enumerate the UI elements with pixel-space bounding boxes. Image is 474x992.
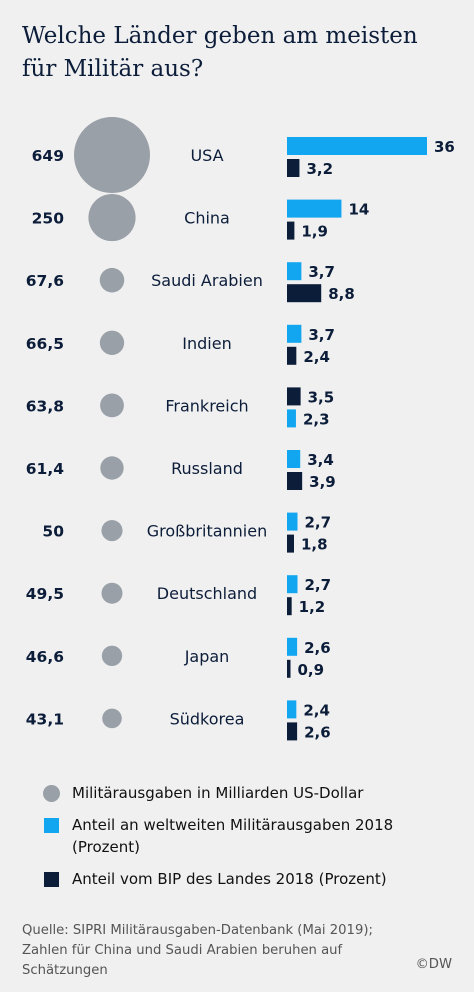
bar-gdp-4 [287,387,301,406]
country-label-8: Japan [184,647,230,666]
country-label-3: Indien [182,334,231,353]
country-label-7: Deutschland [157,584,257,603]
country-label-9: Südkorea [170,709,245,728]
spending-label-2: 67,6 [26,272,64,290]
bar-label-gdp-8: 0,9 [298,661,325,679]
chart: 649 USA 36 3,2 250 China 14 1,9 67,6 Saudi Arabie… [26,117,455,741]
spending-label-8: 46,6 [26,648,64,666]
bar-label-world-7: 2,7 [305,576,332,594]
spending-circle-4 [100,393,124,418]
spending-circle-1 [88,194,136,242]
bar-world-7 [287,575,298,594]
bar-world-2 [287,262,302,281]
spending-label-9: 43,1 [26,710,64,728]
bar-gdp-5 [287,472,303,490]
bar-gdp-7 [287,597,292,616]
spending-circle-5 [100,456,124,480]
bar-label-world-6: 2,7 [305,514,332,532]
country-label-2: Saudi Arabien [151,271,263,290]
bar-gdp-2 [287,284,322,303]
legend: Militärausgaben in Milliarden US-Dollar … [43,782,454,900]
bar-label-gdp-6: 1,8 [301,536,328,554]
bar-label-gdp-4: 3,5 [308,388,335,406]
bar-world-5 [287,450,301,468]
legend-item-world-share: Anteil an weltweiten Militärausgaben 201… [44,814,454,858]
spending-label-4: 63,8 [26,397,64,415]
country-label-5: Russland [171,459,243,478]
bar-label-world-8: 2,6 [304,639,331,657]
bar-gdp-0 [287,159,300,177]
spending-circle-0 [74,117,150,193]
spending-label-1: 250 [32,210,65,228]
country-label-6: Großbritannien [147,522,267,541]
spending-label-7: 49,5 [26,585,64,603]
bar-world-1 [287,199,342,218]
bar-world-4 [287,409,296,428]
spending-circle-7 [101,582,123,604]
country-label-0: USA [190,146,223,165]
legend-label-world-share: Anteil an weltweiten Militärausgaben 201… [72,816,394,856]
bar-label-gdp-7: 1,2 [299,598,326,616]
country-label-1: China [184,209,230,228]
bar-label-gdp-1: 1,9 [301,223,328,241]
country-label-4: Frankreich [165,396,248,415]
chart-title: Welche Länder geben am meisten für Milit… [22,23,418,82]
spending-label-5: 61,4 [26,460,64,478]
bar-gdp-1 [287,221,295,240]
bar-label-world-1: 14 [348,201,369,219]
legend-swatch-spending [43,785,60,802]
spending-label-0: 649 [32,147,64,165]
legend-swatch-gdp-share [44,872,59,887]
source-note: Quelle: SIPRI Militärausgaben-Datenbank … [22,923,373,978]
bar-gdp-6 [287,534,294,553]
bar-label-world-0: 36 [434,138,455,156]
spending-label-6: 50 [42,523,64,541]
bar-world-3 [287,324,302,343]
legend-item-spending: Militärausgaben in Milliarden US-Dollar [43,782,454,804]
bar-world-8 [287,637,298,656]
legend-label-spending: Militärausgaben in Milliarden US-Dollar [72,784,364,802]
credit: ©DW [415,957,452,972]
bar-world-9 [287,700,297,719]
spending-circle-9 [102,708,122,729]
bar-label-world-3: 3,7 [308,326,335,344]
bar-label-gdp-3: 2,4 [303,348,330,366]
bar-label-world-9: 2,4 [303,701,330,719]
bar-label-world-4: 2,3 [303,410,330,428]
bar-label-world-2: 3,7 [308,263,335,281]
spending-circle-3 [99,330,125,355]
legend-item-gdp-share: Anteil vom BIP des Landes 2018 (Prozent) [44,868,454,890]
bar-gdp-3 [287,346,297,365]
legend-swatch-world-share [44,818,59,833]
bar-world-0 [287,137,427,155]
bar-gdp-8 [287,659,291,678]
legend-label-gdp-share: Anteil vom BIP des Landes 2018 (Prozent) [72,870,387,888]
bar-label-gdp-2: 8,8 [328,285,355,303]
bar-label-gdp-0: 3,2 [306,160,333,178]
bar-label-gdp-9: 2,6 [304,723,331,741]
bar-gdp-9 [287,722,298,741]
spending-circle-8 [101,645,123,666]
bar-world-6 [287,512,298,531]
spending-circle-2 [99,267,125,293]
bar-label-gdp-5: 3,9 [309,473,336,491]
bar-label-world-5: 3,4 [307,451,334,469]
spending-label-3: 66,5 [26,335,64,353]
spending-circle-6 [101,520,123,542]
